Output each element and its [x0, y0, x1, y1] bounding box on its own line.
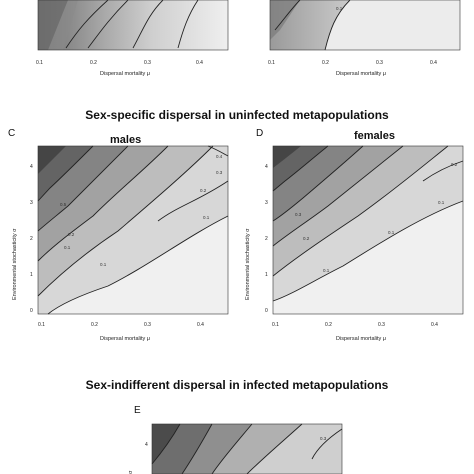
contour-label: 0.5: [60, 202, 67, 207]
contour-label: 0.2: [200, 188, 207, 193]
contour-label: 0.1: [64, 245, 71, 250]
panel-subtitle-males: males: [110, 134, 142, 146]
contour-label: 0.2: [68, 232, 75, 237]
x-axis-label: Dispersal mortality μ: [100, 336, 150, 342]
contour-label: 0.1: [323, 268, 330, 273]
x-tick: 0.4: [196, 60, 203, 66]
heatmap-panel-d: 0.2 0.1 0.1 0.3 0.2 0.1: [272, 145, 464, 315]
y-axis-label: σ: [128, 470, 134, 474]
x-tick: 0.4: [430, 60, 437, 66]
x-tick: 0.1: [36, 60, 43, 66]
y-tick: 4: [30, 164, 33, 170]
x-tick: 0.3: [144, 322, 151, 328]
panel-letter-d: D: [256, 128, 264, 139]
y-tick: 0: [265, 308, 268, 314]
heatmap-top-left: [37, 0, 229, 51]
panel-letter-c: C: [8, 128, 16, 139]
x-axis-label: Dispersal mortality μ: [336, 336, 386, 342]
x-tick: 0.3: [144, 60, 151, 66]
contour-label: 0.1: [438, 200, 445, 205]
y-tick: 1: [30, 272, 33, 278]
x-tick: 0.1: [38, 322, 45, 328]
contour-label: 0.1: [336, 6, 343, 11]
x-tick: 0.1: [268, 60, 275, 66]
y-tick: 3: [265, 200, 268, 206]
y-tick: 4: [145, 442, 148, 448]
contour-label: 0.2: [303, 236, 310, 241]
y-tick: 4: [265, 164, 268, 170]
contour-label: 0.2: [451, 162, 458, 167]
x-tick: 0.3: [376, 60, 383, 66]
x-tick: 0.2: [91, 322, 98, 328]
x-tick: 0.2: [325, 322, 332, 328]
panel-subtitle-females: females: [354, 130, 395, 142]
contour-label: 0.1: [388, 230, 395, 235]
y-tick: 0: [30, 308, 33, 314]
y-tick: 2: [265, 236, 268, 242]
x-tick: 0.1: [272, 322, 279, 328]
x-axis-label: Dispersal mortality μ: [100, 71, 150, 77]
contour-label: 0.1: [203, 215, 210, 220]
contour-label: 0.1: [100, 262, 107, 267]
panel-letter-e: E: [134, 405, 141, 416]
contour-label: 0.3: [295, 212, 302, 217]
x-tick: 0.4: [431, 322, 438, 328]
section-title-uninfected: Sex-specific dispersal in uninfected met…: [85, 108, 389, 122]
heatmap-panel-e: 0.3: [151, 423, 343, 474]
heatmap-top-right: 0.1: [269, 0, 461, 51]
y-axis-label: Environmental stochasticity σ: [245, 228, 251, 300]
contour-label: 0.3: [216, 170, 223, 175]
heatmap-panel-c: 0.4 0.3 0.2 0.1 0.5 0.2 0.1 0.1: [37, 145, 229, 315]
y-axis-label: Environmental stochasticity σ: [12, 228, 18, 300]
x-tick: 0.2: [322, 60, 329, 66]
y-tick: 1: [265, 272, 268, 278]
y-tick: 3: [30, 200, 33, 206]
contour-label: 0.4: [216, 154, 223, 159]
section-title-infected: Sex-indifferent dispersal in infected me…: [85, 378, 389, 392]
contour-label: 0.3: [320, 436, 327, 441]
y-tick: 2: [30, 236, 33, 242]
x-axis-label: Dispersal mortality μ: [336, 71, 386, 77]
x-tick: 0.3: [378, 322, 385, 328]
x-tick: 0.2: [90, 60, 97, 66]
x-tick: 0.4: [197, 322, 204, 328]
